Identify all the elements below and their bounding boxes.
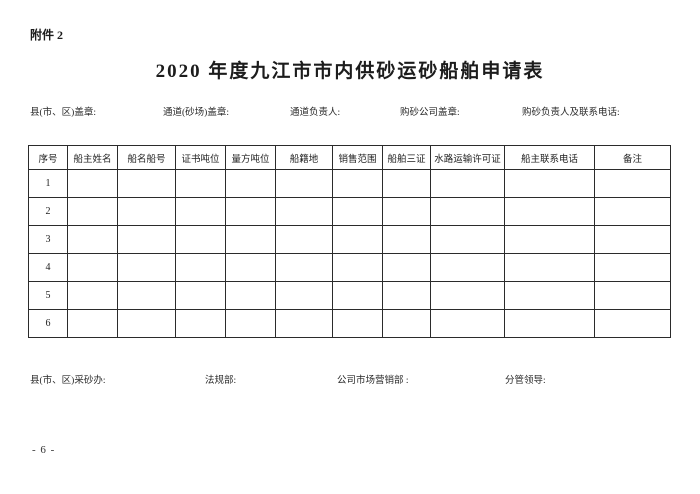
empty-cell: [430, 281, 505, 310]
empty-cell: [275, 253, 333, 282]
empty-cell: [332, 309, 383, 338]
empty-cell: [67, 169, 118, 198]
empty-cell: [504, 169, 595, 198]
col-header-remarks: 备注: [594, 145, 671, 170]
buyer-company-seal-label: 购砂公司盖章:: [400, 108, 460, 118]
row-number-cell: 3: [28, 225, 68, 254]
empty-cell: [382, 309, 431, 338]
empty-cell: [117, 197, 176, 226]
empty-cell: [594, 253, 671, 282]
col-header-owner-phone: 船主联系电话: [504, 145, 595, 170]
empty-cell: [175, 253, 226, 282]
empty-cell: [382, 253, 431, 282]
leader-label: 分管领导:: [505, 376, 546, 386]
marketing-dept-label: 公司市场营销部 :: [337, 376, 409, 386]
buyer-contact-label: 购砂负责人及联系电话:: [522, 108, 620, 118]
empty-cell: [175, 197, 226, 226]
empty-cell: [594, 309, 671, 338]
empty-cell: [175, 169, 226, 198]
empty-cell: [332, 225, 383, 254]
application-table: 序号 船主姓名 船名船号 证书吨位 量方吨位 船籍地 销售范围 船舶三证 水路运…: [28, 145, 671, 338]
empty-cell: [430, 309, 505, 338]
row-number-cell: 5: [28, 281, 68, 310]
empty-cell: [67, 281, 118, 310]
empty-cell: [382, 169, 431, 198]
empty-cell: [275, 281, 333, 310]
empty-cell: [275, 309, 333, 338]
col-header-registry: 船籍地: [275, 145, 333, 170]
legal-dept-label: 法规部:: [205, 376, 237, 386]
table-header-row: 序号 船主姓名 船名船号 证书吨位 量方吨位 船籍地 销售范围 船舶三证 水路运…: [28, 145, 671, 170]
empty-cell: [175, 225, 226, 254]
empty-cell: [67, 197, 118, 226]
empty-cell: [117, 281, 176, 310]
channel-manager-label: 通道负责人:: [290, 108, 341, 118]
empty-cell: [117, 169, 176, 198]
empty-cell: [430, 169, 505, 198]
empty-cell: [67, 253, 118, 282]
row-number-cell: 4: [28, 253, 68, 282]
empty-cell: [225, 281, 276, 310]
empty-cell: [594, 225, 671, 254]
col-header-measured-tonnage: 量方吨位: [225, 145, 276, 170]
empty-cell: [382, 197, 431, 226]
empty-cell: [594, 169, 671, 198]
empty-cell: [594, 197, 671, 226]
empty-cell: [332, 197, 383, 226]
col-header-owner-name: 船主姓名: [67, 145, 118, 170]
empty-cell: [175, 309, 226, 338]
row-number-cell: 1: [28, 169, 68, 198]
col-header-sales-scope: 销售范围: [332, 145, 383, 170]
empty-cell: [117, 253, 176, 282]
empty-cell: [67, 225, 118, 254]
empty-cell: [332, 169, 383, 198]
empty-cell: [117, 309, 176, 338]
empty-cell: [430, 197, 505, 226]
table-row: 6: [28, 309, 671, 338]
empty-cell: [504, 197, 595, 226]
empty-cell: [504, 281, 595, 310]
row-number-cell: 2: [28, 197, 68, 226]
empty-cell: [275, 169, 333, 198]
empty-cell: [504, 309, 595, 338]
empty-cell: [225, 253, 276, 282]
empty-cell: [504, 225, 595, 254]
empty-cell: [430, 253, 505, 282]
empty-cell: [225, 225, 276, 254]
col-header-transport-license: 水路运输许可证: [430, 145, 505, 170]
table-row: 2: [28, 197, 671, 226]
empty-cell: [175, 281, 226, 310]
county-seal-label: 县(市、区)盖章:: [30, 108, 96, 118]
empty-cell: [275, 197, 333, 226]
empty-cell: [332, 281, 383, 310]
empty-cell: [382, 281, 431, 310]
empty-cell: [332, 253, 383, 282]
empty-cell: [382, 225, 431, 254]
empty-cell: [225, 169, 276, 198]
col-header-cert-tonnage: 证书吨位: [175, 145, 226, 170]
empty-cell: [67, 309, 118, 338]
empty-cell: [225, 309, 276, 338]
page-number: - 6 -: [32, 444, 56, 456]
empty-cell: [504, 253, 595, 282]
empty-cell: [225, 197, 276, 226]
empty-cell: [594, 281, 671, 310]
channel-seal-label: 通道(砂场)盖章:: [163, 108, 229, 118]
table-row: 4: [28, 253, 671, 282]
col-header-ship-name: 船名船号: [117, 145, 176, 170]
row-number-cell: 6: [28, 309, 68, 338]
attachment-label: 附件 2: [30, 28, 64, 42]
empty-cell: [275, 225, 333, 254]
col-header-index: 序号: [28, 145, 68, 170]
table-row: 5: [28, 281, 671, 310]
table-row: 1: [28, 169, 671, 198]
empty-cell: [117, 225, 176, 254]
sand-office-label: 县(市、区)采砂办:: [30, 376, 106, 386]
col-header-three-certs: 船舶三证: [382, 145, 431, 170]
empty-cell: [430, 225, 505, 254]
page-title: 2020 年度九江市市内供砂运砂船舶申请表: [155, 61, 545, 82]
table-row: 3: [28, 225, 671, 254]
